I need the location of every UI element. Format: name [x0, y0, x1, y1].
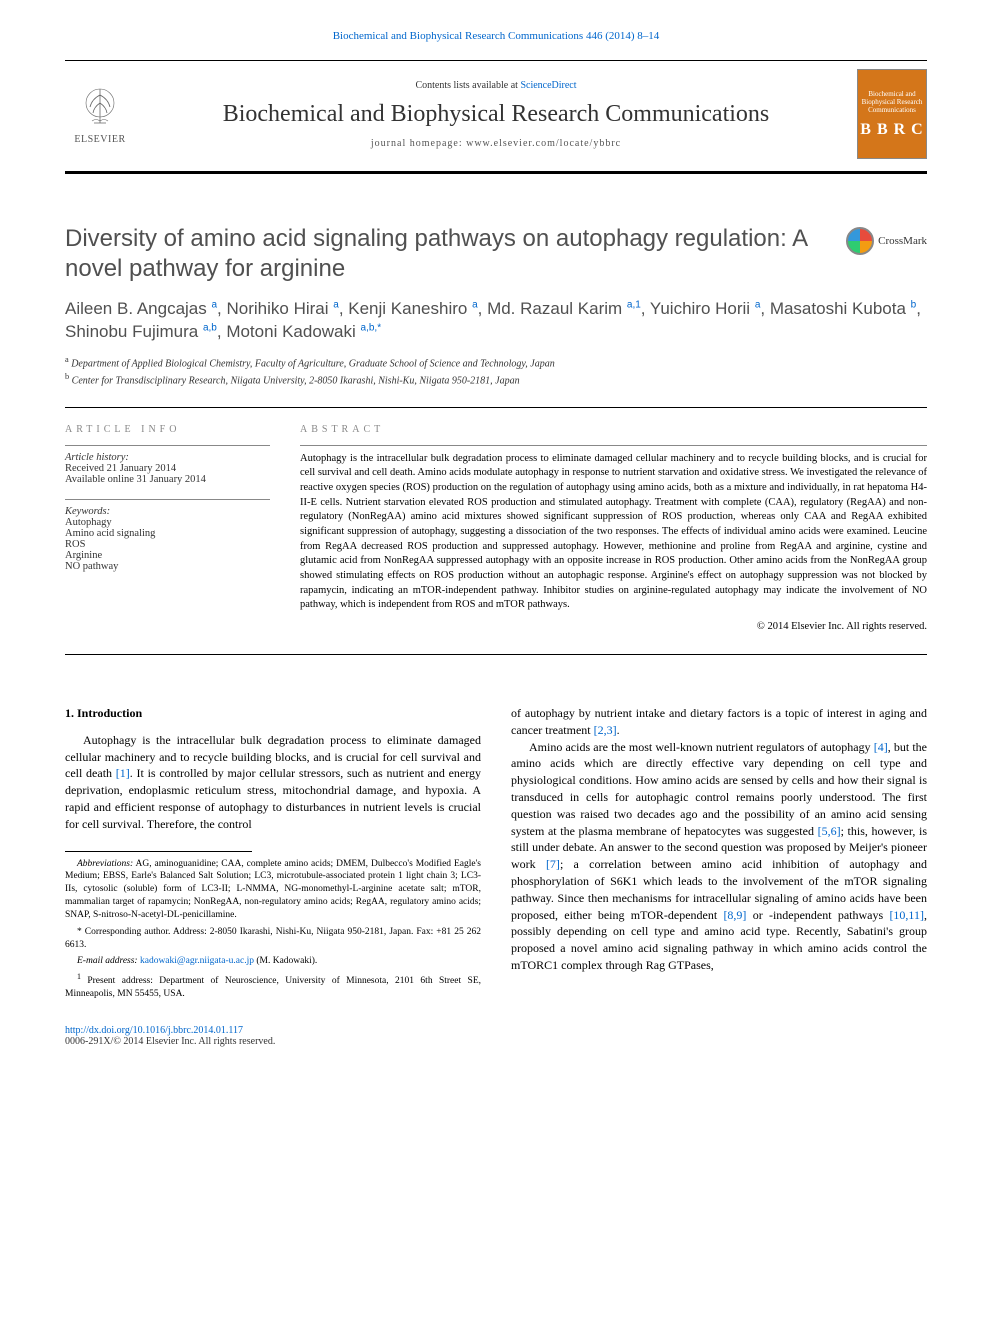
keyword-4: NO pathway [65, 561, 270, 572]
journal-title: Biochemical and Biophysical Research Com… [145, 101, 847, 128]
affiliations: a Department of Applied Biological Chemi… [65, 354, 927, 389]
info-abstract-row: ARTICLE INFO Article history: Received 2… [65, 424, 927, 656]
section-1-heading: 1. Introduction [65, 705, 481, 722]
info-divider-1 [65, 445, 270, 446]
elsevier-logo: ELSEVIER [65, 77, 135, 152]
journal-header-band: ELSEVIER Contents lists available at Sci… [65, 60, 927, 174]
affiliation-a-text: Department of Applied Biological Chemist… [71, 358, 555, 369]
right-column: of autophagy by nutrient intake and diet… [511, 705, 927, 1005]
abstract-copyright: © 2014 Elsevier Inc. All rights reserved… [300, 621, 927, 632]
footnote-divider [65, 851, 252, 852]
homepage-label: journal homepage: [371, 138, 466, 149]
affiliation-b: b Center for Transdisciplinary Research,… [65, 371, 927, 388]
footnote-corresponding: * Corresponding author. Address: 2-8050 … [65, 926, 481, 952]
keywords-label: Keywords: [65, 506, 270, 517]
bbrc-cover-letters: B B R C [860, 121, 923, 139]
body-columns: 1. Introduction Autophagy is the intrace… [65, 705, 927, 1005]
history-label: Article history: [65, 452, 270, 463]
title-row: Diversity of amino acid signaling pathwa… [65, 224, 927, 284]
hr-top [65, 407, 927, 408]
keyword-3: Arginine [65, 550, 270, 561]
keyword-2: ROS [65, 539, 270, 550]
history-received: Received 21 January 2014 [65, 463, 270, 474]
header-center: Contents lists available at ScienceDirec… [135, 80, 857, 149]
email-link[interactable]: kadowaki@agr.niigata-u.ac.jp [140, 956, 254, 966]
keyword-1: Amino acid signaling [65, 528, 270, 539]
footnotes: Abbreviations: AG, aminoguanidine; CAA, … [65, 858, 481, 1001]
homepage-url[interactable]: www.elsevier.com/locate/ybbrc [466, 138, 621, 149]
abstract-text: Autophagy is the intracellular bulk degr… [300, 452, 927, 614]
intro-para-left: Autophagy is the intracellular bulk degr… [65, 732, 481, 833]
left-column: 1. Introduction Autophagy is the intrace… [65, 705, 481, 1005]
article-info: ARTICLE INFO Article history: Received 2… [65, 424, 270, 633]
abstract-block: ABSTRACT Autophagy is the intracellular … [300, 424, 927, 633]
journal-homepage: journal homepage: www.elsevier.com/locat… [145, 138, 847, 149]
contents-lists-line: Contents lists available at ScienceDirec… [145, 80, 847, 91]
keyword-0: Autophagy [65, 517, 270, 528]
affiliation-b-text: Center for Transdisciplinary Research, N… [72, 376, 520, 387]
email-label: E-mail address: [77, 956, 138, 966]
footer-publication: http://dx.doi.org/10.1016/j.bbrc.2014.01… [65, 1025, 927, 1047]
abbrev-label: Abbreviations: [77, 859, 133, 869]
intro-para-right-2: Amino acids are the most well-known nutr… [511, 739, 927, 974]
issn-line: 0006-291X/© 2014 Elsevier Inc. All right… [65, 1036, 275, 1047]
present-addr-text: Present address: Department of Neuroscie… [65, 976, 481, 999]
contents-prefix: Contents lists available at [415, 80, 520, 91]
journal-citation-link[interactable]: Biochemical and Biophysical Research Com… [65, 30, 927, 42]
sciencedirect-link[interactable]: ScienceDirect [520, 80, 576, 91]
bbrc-cover-logo: Biochemical and Biophysical Research Com… [857, 69, 927, 159]
info-divider-2 [65, 499, 270, 500]
elsevier-tree-icon [76, 83, 124, 131]
crossmark-badge[interactable]: CrossMark [846, 227, 927, 255]
abstract-divider [300, 445, 927, 446]
footnote-abbrev: Abbreviations: AG, aminoguanidine; CAA, … [65, 858, 481, 922]
crossmark-icon [846, 227, 874, 255]
affiliation-a: a Department of Applied Biological Chemi… [65, 354, 927, 371]
footnote-present-addr: 1 Present address: Department of Neurosc… [65, 972, 481, 1001]
crossmark-label: CrossMark [878, 235, 927, 247]
email-who: (M. Kadowaki). [256, 956, 317, 966]
intro-para-right-1: of autophagy by nutrient intake and diet… [511, 705, 927, 739]
authors-list: Aileen B. Angcajas a, Norihiko Hirai a, … [65, 298, 927, 344]
doi-link[interactable]: http://dx.doi.org/10.1016/j.bbrc.2014.01… [65, 1025, 243, 1036]
history-online: Available online 31 January 2014 [65, 474, 270, 485]
elsevier-label: ELSEVIER [74, 134, 125, 145]
article-info-heading: ARTICLE INFO [65, 424, 270, 435]
article-title: Diversity of amino acid signaling pathwa… [65, 224, 831, 284]
footnote-email: E-mail address: kadowaki@agr.niigata-u.a… [65, 955, 481, 968]
abstract-heading: ABSTRACT [300, 424, 927, 435]
header-inner: ELSEVIER Contents lists available at Sci… [65, 69, 927, 159]
bbrc-cover-top: Biochemical and Biophysical Research Com… [858, 89, 926, 116]
